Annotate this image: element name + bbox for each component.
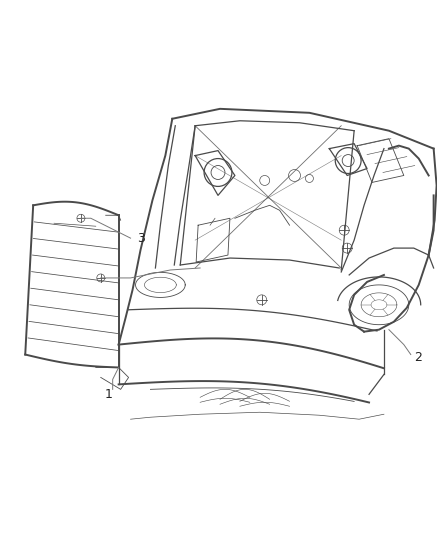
Text: 2: 2 xyxy=(414,351,422,364)
Text: 3: 3 xyxy=(138,232,145,245)
Text: 1: 1 xyxy=(105,388,113,401)
